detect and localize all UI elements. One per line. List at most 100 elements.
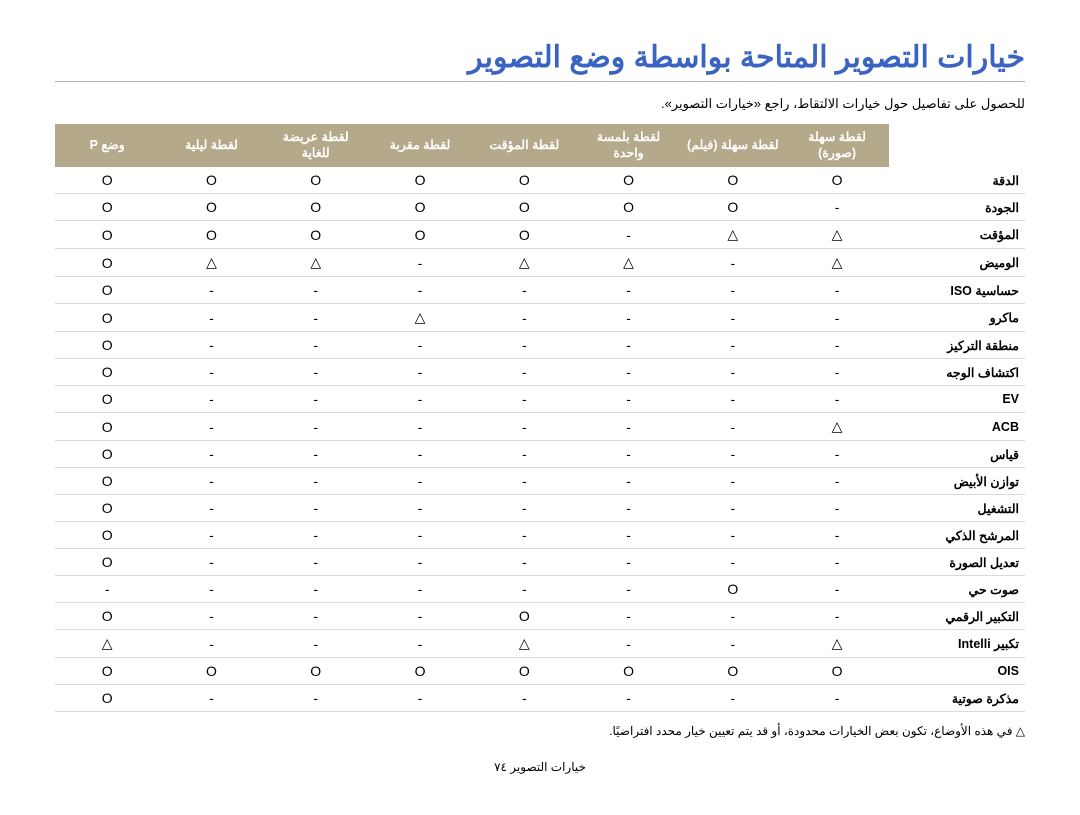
cell: O (55, 495, 159, 522)
cell: - (681, 413, 785, 441)
cell: O (55, 249, 159, 277)
cell: - (368, 549, 472, 576)
cell: - (681, 359, 785, 386)
cell: O (55, 332, 159, 359)
cell: - (264, 576, 368, 603)
cell: - (785, 495, 889, 522)
cell: - (785, 468, 889, 495)
cell: O (55, 359, 159, 386)
cell: O (264, 167, 368, 194)
cell: - (472, 685, 576, 712)
col-header: لقطة المؤقت (472, 124, 576, 167)
cell: △ (264, 249, 368, 277)
cell: - (55, 576, 159, 603)
cell: O (264, 194, 368, 221)
cell: O (159, 167, 263, 194)
cell: - (576, 221, 680, 249)
cell: O (55, 386, 159, 413)
cell: - (785, 332, 889, 359)
cell: - (472, 549, 576, 576)
cell: - (681, 468, 785, 495)
col-header: لقطة سهلة (فيلم) (681, 124, 785, 167)
cell: - (368, 332, 472, 359)
cell: - (785, 576, 889, 603)
cell: - (472, 277, 576, 304)
row-label: التشغيل (889, 495, 1025, 522)
table-header-row: لقطة سهلة (صورة) لقطة سهلة (فيلم) لقطة ب… (55, 124, 1025, 167)
cell: - (159, 576, 263, 603)
cell: - (472, 495, 576, 522)
cell: - (368, 441, 472, 468)
cell: - (159, 413, 263, 441)
cell: △ (785, 221, 889, 249)
cell: O (55, 221, 159, 249)
cell: O (55, 441, 159, 468)
cell: - (264, 277, 368, 304)
col-header: لقطة مقربة (368, 124, 472, 167)
cell: - (472, 359, 576, 386)
cell: - (264, 304, 368, 332)
cell: O (55, 304, 159, 332)
col-header: لقطة سهلة (صورة) (785, 124, 889, 167)
row-label: ACB (889, 413, 1025, 441)
cell: O (55, 413, 159, 441)
cell: O (159, 221, 263, 249)
cell: O (55, 685, 159, 712)
cell: - (264, 359, 368, 386)
col-header: لقطة عريضة للغاية (264, 124, 368, 167)
cell: O (368, 658, 472, 685)
cell: - (576, 304, 680, 332)
row-label: OIS (889, 658, 1025, 685)
cell: - (264, 495, 368, 522)
cell: - (159, 495, 263, 522)
cell: O (681, 194, 785, 221)
cell: - (368, 630, 472, 658)
row-label: التكبير الرقمي (889, 603, 1025, 630)
cell: - (785, 359, 889, 386)
cell: O (55, 603, 159, 630)
cell: - (368, 468, 472, 495)
cell: - (785, 386, 889, 413)
cell: - (368, 413, 472, 441)
row-label: المؤقت (889, 221, 1025, 249)
col-header: وضع P (55, 124, 159, 167)
cell: - (681, 249, 785, 277)
cell: - (576, 413, 680, 441)
cell: - (681, 386, 785, 413)
cell: △ (785, 413, 889, 441)
cell: - (472, 441, 576, 468)
cell: - (472, 468, 576, 495)
cell: O (368, 221, 472, 249)
cell: O (368, 167, 472, 194)
col-header: لقطة ليلية (159, 124, 263, 167)
cell: O (368, 194, 472, 221)
cell: O (681, 167, 785, 194)
cell: O (472, 221, 576, 249)
cell: - (159, 685, 263, 712)
row-label: منطقة التركيز (889, 332, 1025, 359)
table-row: حساسية ISO-------O (55, 277, 1025, 304)
cell: O (785, 658, 889, 685)
cell: - (785, 549, 889, 576)
row-label: حساسية ISO (889, 277, 1025, 304)
cell: △ (785, 249, 889, 277)
table-row: EV-------O (55, 386, 1025, 413)
row-label: مذكرة صوتية (889, 685, 1025, 712)
cell: - (368, 386, 472, 413)
cell: - (576, 630, 680, 658)
row-label: الوميض (889, 249, 1025, 277)
cell: - (472, 576, 576, 603)
table-row: توازن الأبيض-------O (55, 468, 1025, 495)
cell: △ (159, 249, 263, 277)
cell: - (576, 386, 680, 413)
cell: O (264, 221, 368, 249)
cell: - (681, 441, 785, 468)
cell: - (264, 603, 368, 630)
cell: - (681, 522, 785, 549)
cell: △ (472, 630, 576, 658)
cell: △ (681, 221, 785, 249)
table-row: منطقة التركيز-------O (55, 332, 1025, 359)
table-row: ACB△------O (55, 413, 1025, 441)
cell: - (159, 277, 263, 304)
cell: - (785, 603, 889, 630)
